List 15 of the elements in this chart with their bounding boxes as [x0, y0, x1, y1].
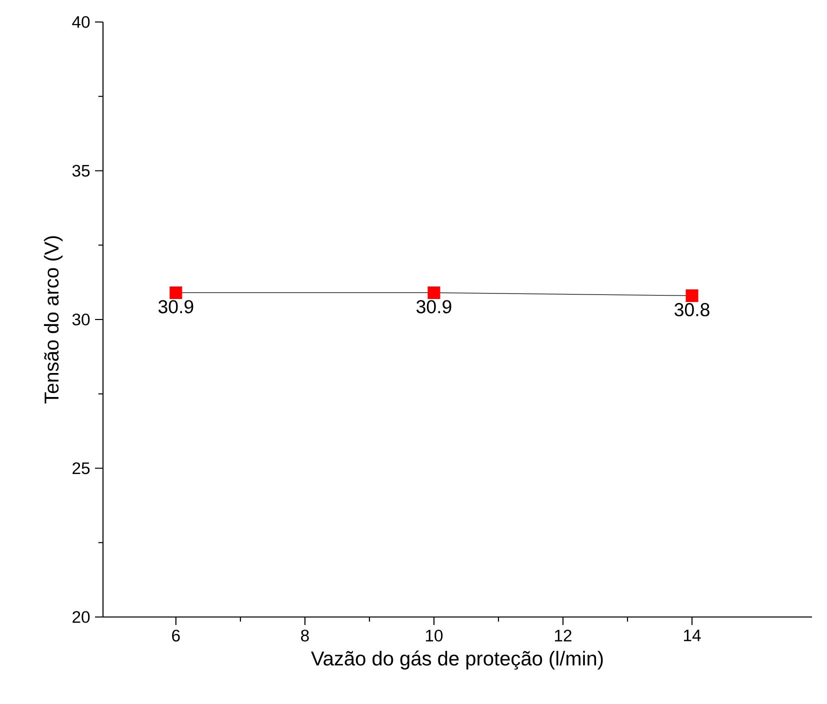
- data-label: 30.8: [674, 303, 710, 316]
- x-tick-label: 12: [554, 630, 572, 642]
- y-tick-label: 30: [72, 314, 90, 326]
- x-tick-label: 10: [426, 630, 443, 642]
- y-tick-label: 20: [72, 611, 90, 623]
- y-tick-label: 25: [72, 462, 90, 474]
- x-tick-label: 8: [301, 630, 309, 642]
- y-tick-label: 35: [72, 164, 90, 177]
- x-tick-label: 6: [172, 630, 180, 642]
- y-axis-title: Tensão do arco (V): [44, 236, 63, 404]
- data-label: 30.9: [158, 300, 194, 314]
- data-label: 30.9: [416, 300, 452, 314]
- y-tick-label: 40: [72, 16, 90, 28]
- x-axis-title: Vazão do gás de proteção (l/min): [311, 650, 603, 670]
- x-tick-label: 14: [684, 630, 701, 642]
